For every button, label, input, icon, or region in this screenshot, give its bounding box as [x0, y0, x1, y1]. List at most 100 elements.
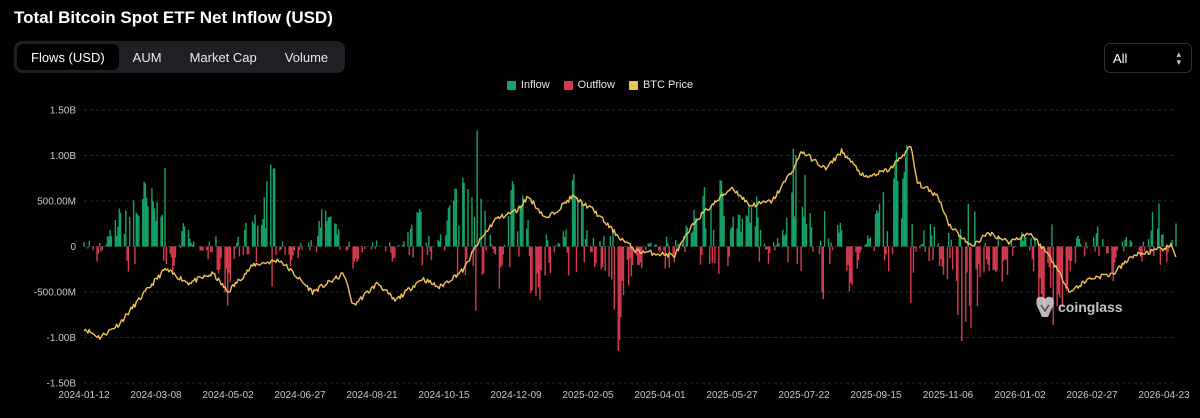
- outflow-bar[interactable]: [199, 246, 201, 251]
- inflow-bar[interactable]: [455, 188, 457, 247]
- inflow-bar[interactable]: [667, 243, 669, 247]
- outflow-bar[interactable]: [509, 246, 511, 268]
- inflow-bar[interactable]: [251, 221, 254, 247]
- inflow-bar[interactable]: [874, 214, 877, 247]
- outflow-bar[interactable]: [464, 246, 467, 276]
- inflow-bar[interactable]: [710, 205, 712, 247]
- outflow-bar[interactable]: [408, 246, 410, 256]
- inflow-bar[interactable]: [1076, 237, 1078, 247]
- inflow-bar[interactable]: [182, 223, 184, 247]
- inflow-bar[interactable]: [793, 216, 796, 247]
- outflow-bar[interactable]: [957, 246, 959, 315]
- outflow-bar[interactable]: [226, 246, 229, 306]
- inflow-bar[interactable]: [911, 223, 913, 247]
- inflow-bar[interactable]: [446, 220, 448, 247]
- inflow-bar[interactable]: [136, 214, 139, 247]
- inflow-bar[interactable]: [895, 152, 898, 247]
- outflow-bar[interactable]: [637, 246, 639, 265]
- inflow-bar[interactable]: [729, 229, 732, 247]
- inflow-bar[interactable]: [516, 231, 519, 247]
- outflow-bar[interactable]: [983, 246, 985, 273]
- outflow-bar[interactable]: [293, 246, 295, 251]
- outflow-bar[interactable]: [298, 246, 301, 251]
- inflow-bar[interactable]: [584, 239, 587, 247]
- inflow-bar[interactable]: [484, 210, 486, 247]
- inflow-bar[interactable]: [138, 215, 140, 247]
- outflow-bar[interactable]: [211, 246, 213, 253]
- outflow-bar[interactable]: [412, 246, 414, 258]
- outflow-bar[interactable]: [855, 246, 857, 252]
- outflow-bar[interactable]: [275, 246, 277, 256]
- inflow-bar[interactable]: [335, 224, 337, 247]
- outflow-bar[interactable]: [475, 246, 477, 311]
- outflow-bar[interactable]: [1159, 246, 1162, 265]
- inflow-bar[interactable]: [665, 236, 668, 247]
- outflow-bar[interactable]: [608, 246, 610, 277]
- outflow-bar[interactable]: [847, 246, 849, 265]
- outflow-bar[interactable]: [961, 246, 963, 342]
- inflow-bar[interactable]: [677, 243, 680, 247]
- inflow-bar[interactable]: [125, 210, 127, 247]
- outflow-bar[interactable]: [914, 246, 916, 249]
- outflow-bar[interactable]: [172, 246, 174, 273]
- outflow-bar[interactable]: [848, 246, 851, 292]
- tab-volume[interactable]: Volume: [284, 49, 329, 65]
- inflow-bar[interactable]: [454, 188, 456, 247]
- inflow-bar[interactable]: [923, 230, 925, 247]
- inflow-bar[interactable]: [877, 212, 879, 247]
- outflow-bar[interactable]: [352, 246, 354, 269]
- outflow-bar[interactable]: [992, 246, 994, 271]
- inflow-bar[interactable]: [1121, 241, 1124, 247]
- inflow-bar[interactable]: [1023, 235, 1026, 247]
- inflow-bar[interactable]: [274, 168, 276, 247]
- inflow-bar[interactable]: [868, 238, 870, 247]
- inflow-bar[interactable]: [574, 197, 576, 247]
- outflow-bar[interactable]: [485, 246, 488, 251]
- inflow-bar[interactable]: [1150, 230, 1152, 247]
- inflow-bar[interactable]: [144, 183, 147, 247]
- outflow-bar[interactable]: [374, 246, 376, 249]
- inflow-bar[interactable]: [749, 222, 751, 247]
- inflow-bar[interactable]: [682, 236, 685, 247]
- inflow-bar[interactable]: [503, 244, 506, 247]
- outflow-bar[interactable]: [769, 246, 771, 253]
- outflow-bar[interactable]: [701, 246, 703, 255]
- inflow-bar[interactable]: [705, 228, 707, 247]
- outflow-bar[interactable]: [846, 246, 848, 271]
- outflow-bar[interactable]: [179, 246, 182, 249]
- inflow-bar[interactable]: [690, 232, 693, 247]
- inflow-bar[interactable]: [178, 244, 181, 247]
- legend-item-btc-price[interactable]: BTC Price: [628, 79, 693, 91]
- inflow-bar[interactable]: [449, 205, 451, 247]
- range-select[interactable]: All ▴ ▾: [1104, 43, 1192, 73]
- outflow-bar[interactable]: [1043, 246, 1045, 315]
- inflow-bar[interactable]: [300, 243, 302, 247]
- inflow-bar[interactable]: [164, 168, 166, 247]
- inflow-bar[interactable]: [132, 200, 135, 247]
- inflow-bar[interactable]: [245, 222, 247, 247]
- inflow-bar[interactable]: [931, 235, 933, 247]
- inflow-bar[interactable]: [476, 130, 478, 247]
- outflow-bar[interactable]: [600, 246, 602, 270]
- outflow-bar[interactable]: [727, 246, 729, 266]
- inflow-bar[interactable]: [160, 216, 162, 247]
- outflow-bar[interactable]: [392, 246, 395, 259]
- outflow-bar[interactable]: [385, 246, 387, 252]
- inflow-bar[interactable]: [260, 225, 263, 247]
- inflow-bar[interactable]: [997, 235, 1000, 247]
- outflow-bar[interactable]: [966, 246, 968, 273]
- inflow-bar[interactable]: [407, 231, 409, 247]
- outflow-bar[interactable]: [315, 246, 318, 253]
- inflow-bar[interactable]: [554, 245, 557, 247]
- inflow-bar[interactable]: [467, 188, 469, 247]
- outflow-bar[interactable]: [1098, 246, 1100, 256]
- outflow-bar[interactable]: [1006, 246, 1009, 275]
- inflow-bar[interactable]: [565, 229, 567, 247]
- outflow-bar[interactable]: [216, 246, 218, 270]
- outflow-bar[interactable]: [765, 246, 767, 251]
- inflow-bar[interactable]: [795, 155, 797, 247]
- outflow-bar[interactable]: [626, 246, 629, 260]
- inflow-bar[interactable]: [522, 195, 524, 247]
- inflow-bar[interactable]: [1147, 239, 1150, 247]
- outflow-bar[interactable]: [1066, 246, 1069, 287]
